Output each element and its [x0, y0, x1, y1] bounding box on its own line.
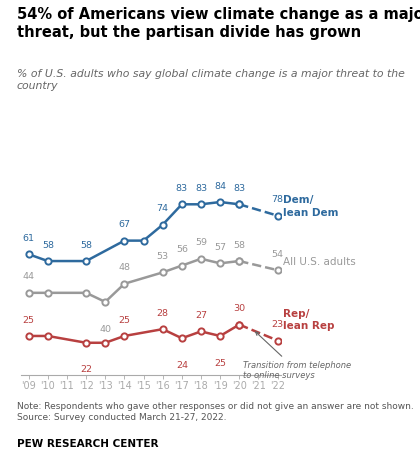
Text: 84: 84 [214, 182, 226, 191]
Text: 58: 58 [42, 241, 54, 250]
Text: 25: 25 [23, 316, 35, 325]
Text: 58: 58 [80, 241, 92, 250]
Text: 28: 28 [157, 309, 169, 318]
Text: 30: 30 [233, 304, 245, 313]
Text: All U.S. adults: All U.S. adults [284, 257, 356, 267]
Text: Note: Respondents who gave other responses or did not give an answer are not sho: Note: Respondents who gave other respons… [17, 402, 414, 422]
Text: Dem/
lean Dem: Dem/ lean Dem [284, 195, 339, 218]
Text: 83: 83 [233, 184, 245, 193]
Text: 40: 40 [99, 325, 111, 334]
Text: 58: 58 [233, 241, 245, 250]
Text: 44: 44 [23, 272, 35, 281]
Text: 48: 48 [118, 263, 130, 272]
Text: 57: 57 [214, 243, 226, 252]
Text: 74: 74 [157, 204, 169, 213]
Text: 54% of Americans view climate change as a major
threat, but the partisan divide : 54% of Americans view climate change as … [17, 7, 420, 40]
Text: 25: 25 [118, 316, 130, 325]
Text: 27: 27 [195, 311, 207, 320]
Text: 54: 54 [272, 250, 284, 259]
Text: % of U.S. adults who say global climate change is a major threat to the
country: % of U.S. adults who say global climate … [17, 69, 405, 91]
Text: 53: 53 [157, 252, 169, 261]
Text: Rep/
lean Rep: Rep/ lean Rep [284, 309, 335, 331]
Text: Transition from telephone
to online surveys: Transition from telephone to online surv… [243, 332, 351, 380]
Text: 24: 24 [176, 361, 188, 370]
Text: 59: 59 [195, 238, 207, 247]
Text: PEW RESEARCH CENTER: PEW RESEARCH CENTER [17, 439, 158, 449]
Text: 83: 83 [176, 184, 188, 193]
Text: 78: 78 [272, 195, 284, 204]
Text: 22: 22 [80, 365, 92, 375]
Text: 23: 23 [271, 320, 284, 329]
Text: 83: 83 [195, 184, 207, 193]
Text: 25: 25 [214, 359, 226, 368]
Text: 56: 56 [176, 245, 188, 254]
Text: 67: 67 [118, 220, 130, 229]
Text: 61: 61 [23, 234, 35, 243]
